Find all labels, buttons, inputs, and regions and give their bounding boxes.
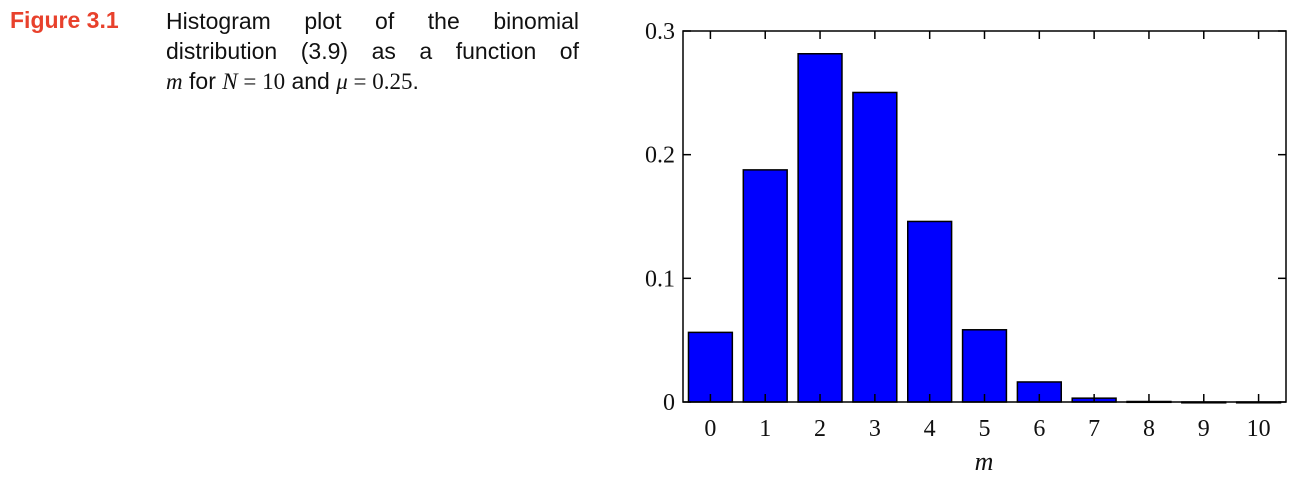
y-tick-label-0.3: 0.3: [645, 19, 675, 45]
caption-math-N: N: [222, 69, 238, 94]
figure-caption: Histogram plot of the binomial distribut…: [166, 6, 579, 97]
bar-4: [907, 220, 953, 403]
caption-math-mu: μ: [336, 69, 348, 94]
bar-0: [687, 331, 734, 403]
caption-math-eq2: = 0.25: [347, 69, 413, 94]
caption-math-eq1: = 10: [237, 69, 286, 94]
x-tick-label-7: 7: [1088, 416, 1100, 442]
x-tick-label-1: 1: [759, 416, 771, 442]
figure-label: Figure 3.1: [10, 7, 119, 33]
x-tick-label-4: 4: [924, 416, 936, 442]
caption-line-3: m for N = 10 and μ = 0.25.: [166, 66, 579, 97]
x-tick-label-0: 0: [704, 416, 716, 442]
y-tick-label-0: 0: [663, 390, 675, 416]
bars-layer: [687, 53, 1282, 404]
x-tick-label-9: 9: [1198, 416, 1210, 442]
x-tick-label-8: 8: [1143, 416, 1155, 442]
caption-for: for: [182, 68, 223, 94]
caption-period: .: [412, 68, 419, 94]
bar-5: [961, 329, 1008, 403]
caption-line-1: Histogram plot of the binomial: [166, 8, 579, 34]
x-tick-label-5: 5: [979, 416, 991, 442]
labels-layer: 0 0.1 0.2 0.3 0 1 2 3 4 5 6 7 8 9 10: [645, 19, 1271, 442]
caption-and: and: [285, 68, 337, 94]
caption-math-m: m: [166, 69, 183, 94]
bar-1: [742, 169, 788, 403]
x-tick-label-6: 6: [1033, 416, 1045, 442]
x-tick-label-2: 2: [814, 416, 826, 442]
bar-3: [852, 91, 898, 403]
caption-line-2: distribution (3.9) as a function of: [166, 38, 579, 64]
bar-2: [797, 53, 843, 403]
x-axis-title: m: [975, 447, 994, 476]
y-tick-label-0.2: 0.2: [645, 143, 675, 169]
ticks-layer: [683, 30, 1286, 403]
y-tick-label-0.1: 0.1: [645, 266, 675, 292]
x-tick-label-10: 10: [1247, 416, 1271, 442]
x-tick-label-3: 3: [869, 416, 881, 442]
